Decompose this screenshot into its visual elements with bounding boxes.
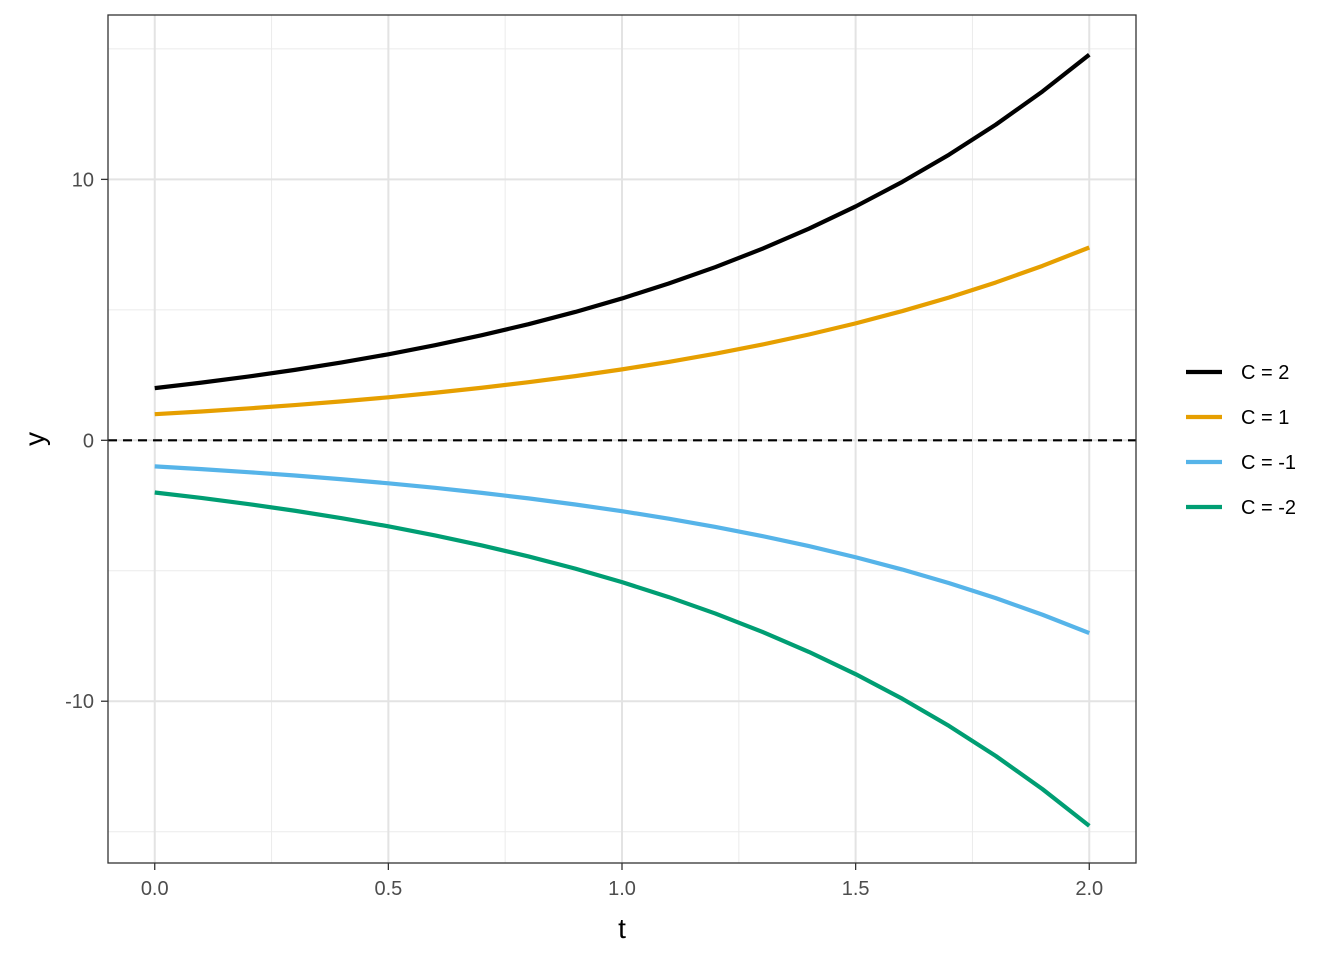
x-tick-label: 0.5 — [374, 878, 402, 900]
x-tick-label: 2.0 — [1075, 878, 1103, 900]
legend-label: C = -2 — [1241, 497, 1296, 519]
y-axis-title: y — [19, 432, 50, 446]
series-line — [154, 464, 1091, 636]
y-tick-label: 10 — [72, 169, 94, 191]
legend: C = 2 C = 1 C = -1 C = -2 — [1186, 362, 1296, 519]
x-tick-label: 1.0 — [608, 878, 636, 900]
legend-label: C = -1 — [1241, 452, 1296, 474]
x-axis-title: t — [618, 913, 626, 944]
legend-label: C = 1 — [1241, 407, 1289, 429]
series-lines — [154, 53, 1091, 828]
x-tick-label: 1.5 — [842, 878, 870, 900]
x-tick-label: 0.0 — [141, 878, 169, 900]
x-axis: 0.0 0.5 1.0 1.5 2.0 — [141, 863, 1103, 900]
y-tick-label: -10 — [65, 691, 94, 713]
y-axis: -10 0 10 — [65, 169, 108, 713]
y-tick-label: 0 — [83, 430, 94, 452]
series-line — [154, 490, 1091, 828]
series-line — [154, 53, 1091, 391]
series-line — [154, 245, 1091, 417]
legend-label: C = 2 — [1241, 362, 1289, 384]
